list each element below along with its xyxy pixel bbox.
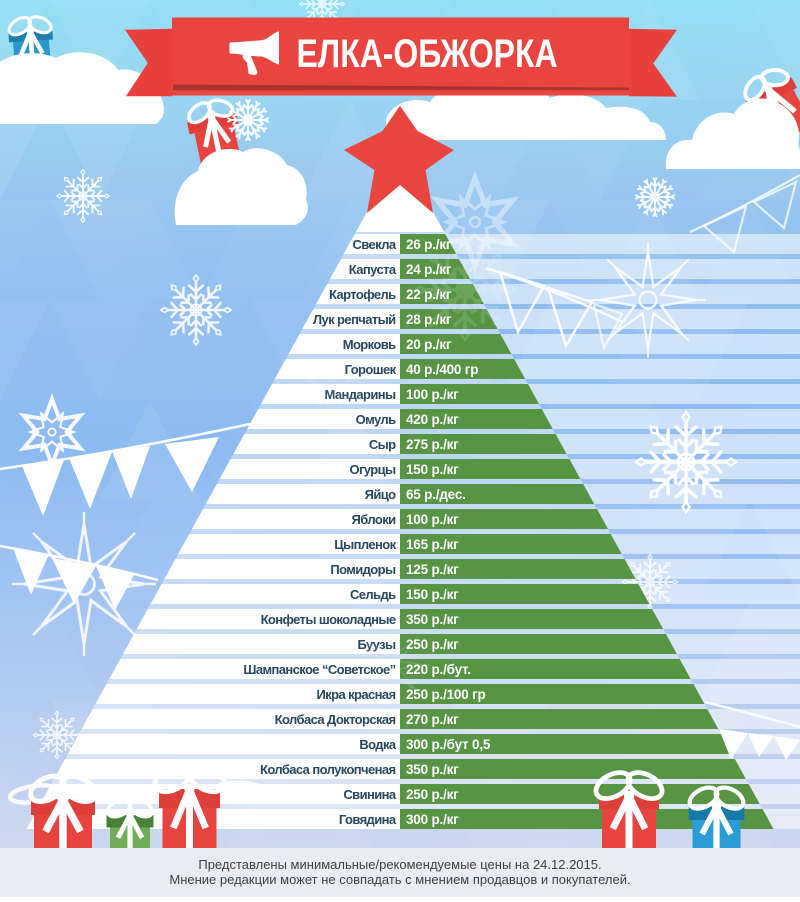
svg-text:Свинина: Свинина	[343, 787, 396, 802]
svg-text:Капуста: Капуста	[349, 262, 397, 277]
svg-text:Мнение редакции может не совпа: Мнение редакции может не совпадать с мне…	[169, 872, 630, 887]
svg-text:Сельдь: Сельдь	[350, 587, 396, 602]
svg-text:Колбаса полукопченая: Колбаса полукопченая	[260, 762, 396, 777]
svg-text:250 р./кг: 250 р./кг	[406, 637, 459, 652]
svg-text:300 р./кг: 300 р./кг	[406, 812, 459, 827]
svg-text:Сыр: Сыр	[369, 437, 396, 452]
svg-text:Водка: Водка	[359, 737, 397, 752]
svg-text:350 р./кг: 350 р./кг	[406, 762, 459, 777]
svg-text:ЕЛКА-ОБЖОРКА: ЕЛКА-ОБЖОРКА	[297, 32, 558, 76]
svg-text:Лук репчатый: Лук репчатый	[313, 312, 396, 327]
svg-text:420 р./кг: 420 р./кг	[406, 412, 459, 427]
svg-text:Цыпленок: Цыпленок	[334, 537, 396, 552]
svg-text:Картофель: Картофель	[329, 287, 396, 302]
svg-text:Икра красная: Икра красная	[316, 687, 395, 702]
svg-text:Конфеты шоколадные: Конфеты шоколадные	[261, 612, 396, 627]
svg-text:Свекла: Свекла	[353, 237, 397, 252]
svg-text:40 р./400 гр: 40 р./400 гр	[406, 362, 478, 377]
svg-text:100 р./кг: 100 р./кг	[406, 387, 459, 402]
svg-text:275 р./кг: 275 р./кг	[406, 437, 459, 452]
svg-text:270 р./кг: 270 р./кг	[406, 712, 459, 727]
svg-text:Морковь: Морковь	[343, 337, 396, 352]
svg-text:150 р./кг: 150 р./кг	[406, 587, 459, 602]
svg-text:250 р./100 гр: 250 р./100 гр	[406, 687, 486, 702]
svg-text:Омуль: Омуль	[356, 412, 396, 427]
svg-text:Говядина: Говядина	[339, 812, 397, 827]
svg-text:Шампанское “Советское”: Шампанское “Советское”	[243, 662, 395, 677]
svg-text:Представлены минимальные/реком: Представлены минимальные/рекомендуемые ц…	[198, 857, 601, 872]
svg-text:300 р./бут 0,5: 300 р./бут 0,5	[406, 737, 491, 752]
svg-text:Огурцы: Огурцы	[349, 462, 396, 477]
svg-text:150 р./кг: 150 р./кг	[406, 462, 459, 477]
svg-text:165 р./кг: 165 р./кг	[406, 537, 459, 552]
svg-text:26 р./кг: 26 р./кг	[406, 237, 452, 252]
svg-text:125 р./кг: 125 р./кг	[406, 562, 459, 577]
svg-text:Яйцо: Яйцо	[365, 487, 397, 502]
svg-text:65 р./дес.: 65 р./дес.	[406, 487, 466, 502]
svg-text:Горошек: Горошек	[345, 362, 397, 377]
svg-text:250 р./кг: 250 р./кг	[406, 787, 459, 802]
svg-text:100 р./кг: 100 р./кг	[406, 512, 459, 527]
svg-text:Яблоки: Яблоки	[352, 512, 397, 527]
svg-text:350 р./кг: 350 р./кг	[406, 612, 459, 627]
svg-text:Колбаса Докторская: Колбаса Докторская	[275, 712, 396, 727]
svg-text:20 р./кг: 20 р./кг	[406, 337, 452, 352]
svg-text:Помидоры: Помидоры	[330, 562, 396, 577]
